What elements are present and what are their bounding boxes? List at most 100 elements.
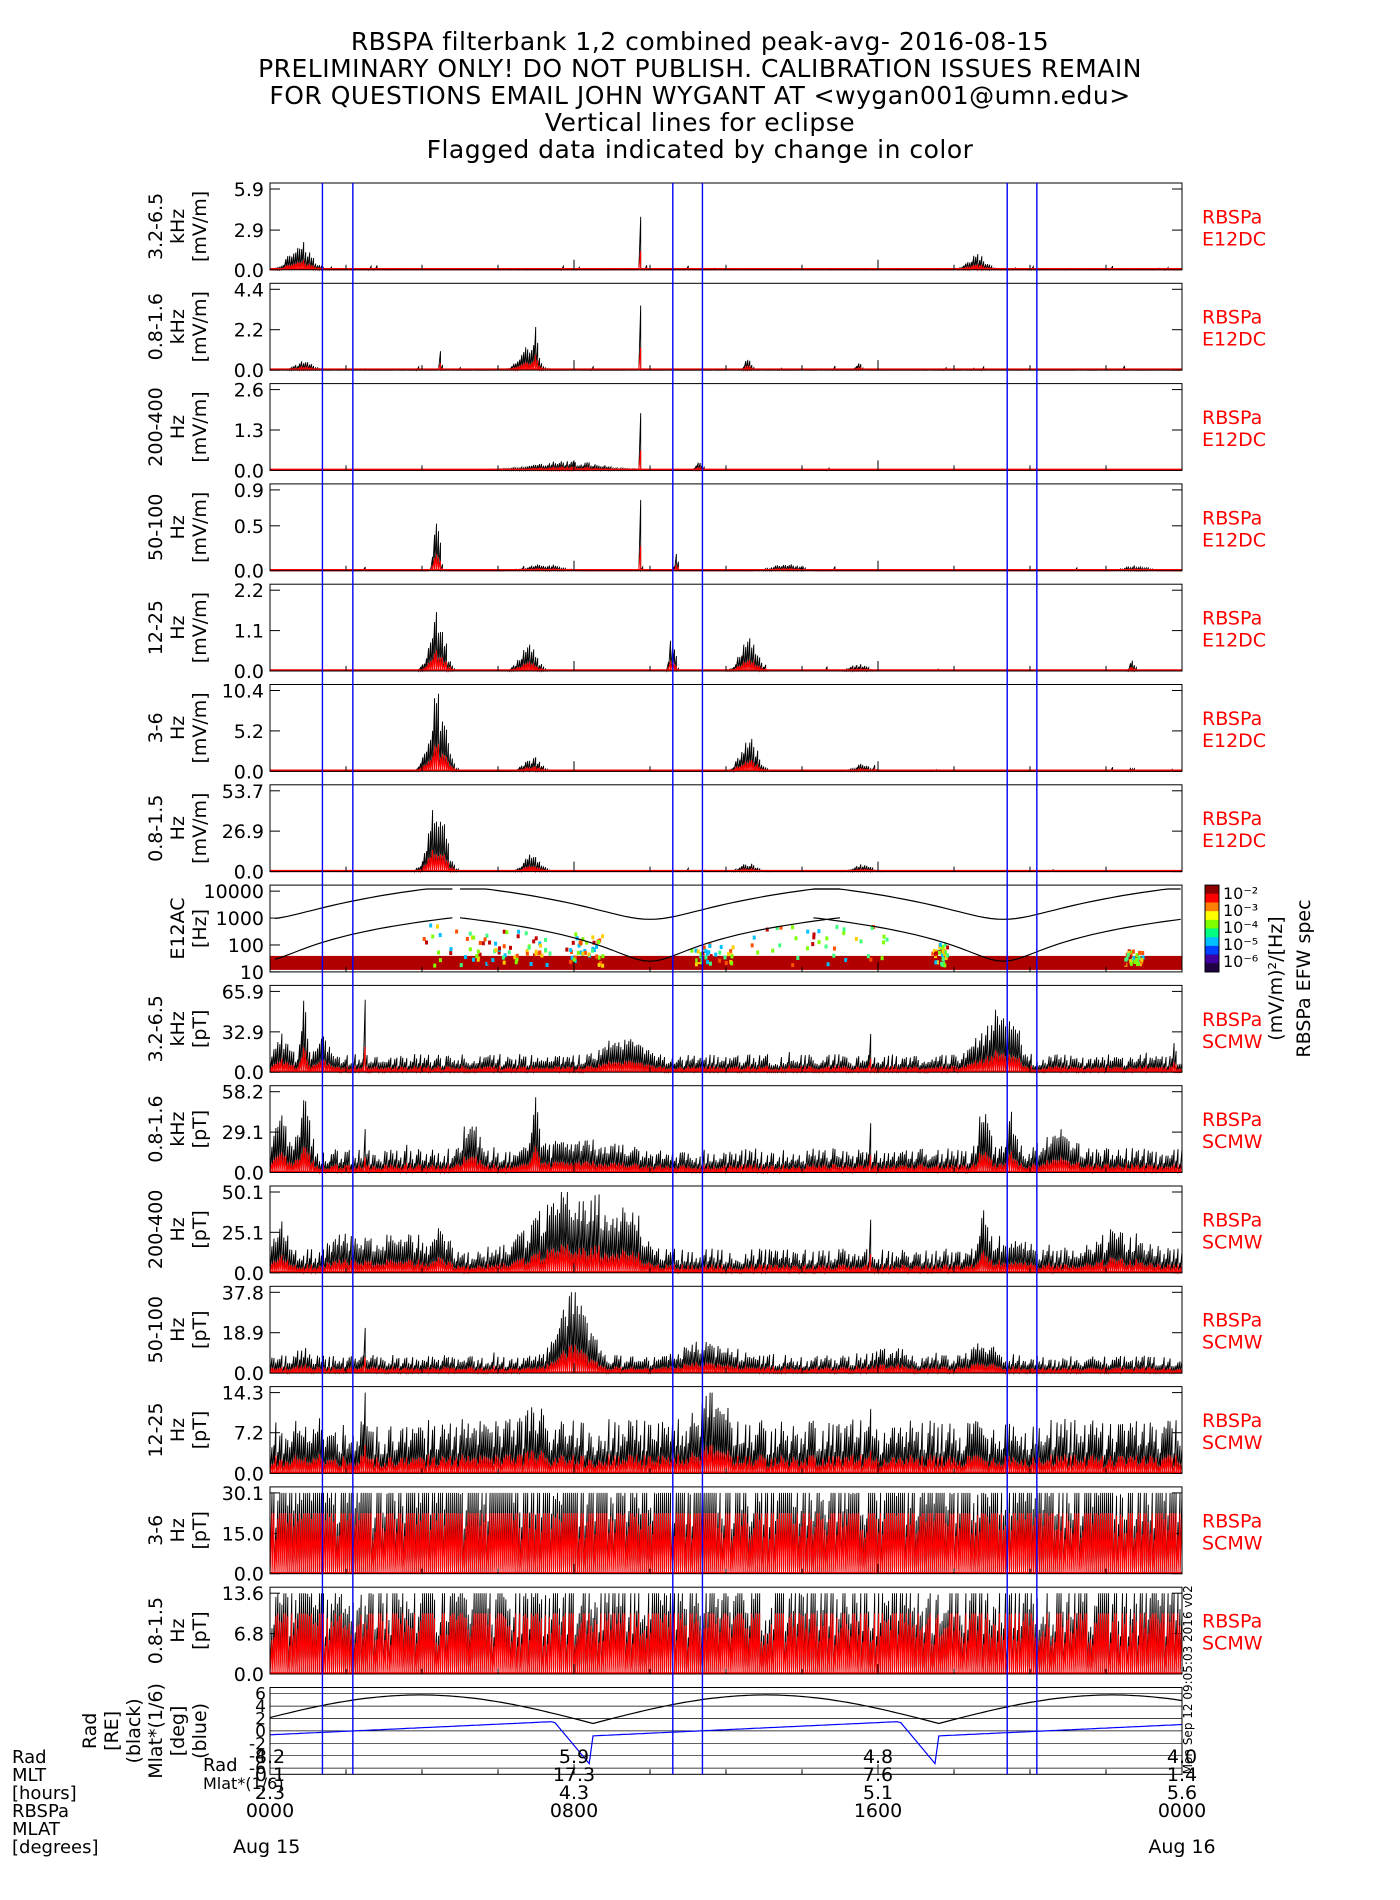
panel-ylabel: kHz [167,1111,189,1146]
spectrogram-pixel [425,940,429,945]
panel-ylabel: Hz [167,1518,189,1542]
spectrogram-pixel [844,958,848,963]
spectrogram-pixel [1141,963,1145,968]
spectrogram-pixel [581,937,585,942]
spectrogram-pixel [488,940,492,945]
spectrogram-pixel [494,948,498,953]
panel-3 [269,483,1183,573]
spectrogram-pixel [592,940,596,945]
spectrogram-pixel [483,937,487,942]
spectrogram-pixel [422,936,426,941]
spectrogram-pixel [532,939,536,944]
panel-ylabel: [pT] [189,1310,211,1349]
spectrogram-tick-label: 1000 [216,908,264,930]
spectrogram-pixel [468,931,472,936]
spectrogram-pixel [941,944,945,949]
colorbar-title: RBSPa EFW spec [1293,899,1315,1057]
spectrogram-pixel [503,953,507,958]
y-tick-label: 6.8 [234,1624,264,1646]
spectrogram-pixel [812,932,816,937]
x-axis-value: 5.6 [1167,1782,1197,1804]
panel-ylabel: Hz [167,615,189,639]
x-axis-value: Aug 16 [1148,1836,1215,1858]
spectrogram-pixel [825,936,829,941]
spectrogram-pixel [714,952,718,957]
average-trace [269,1513,1183,1574]
spectrogram-pixel [569,948,573,953]
spectrogram-pixel [730,961,734,966]
spectrogram-pixel [794,936,798,941]
gyrofrequency-curve [275,888,453,920]
x-axis-value: 5.1 [863,1782,893,1804]
spectrogram-pixel [946,945,950,950]
panel-ylabel: 0.8-1.5 [145,1597,167,1664]
instrument-tag: RBSPa [1202,1109,1262,1131]
instrument-tag: RBSPa [1202,1611,1262,1633]
instrument-tag: RBSPa [1202,206,1262,228]
spectrogram-pixel [449,951,453,956]
panel-ylabel: [mV/m] [189,592,211,663]
spectrogram-pixel [718,958,722,963]
y-tick-label: 25.1 [222,1222,264,1244]
spectrogram-pixel [940,962,944,967]
spectrogram-pixel [534,949,538,954]
spectrogram-pixel [779,925,783,930]
panel-ylabel: [mV/m] [189,692,211,763]
spectrogram-pixel [859,939,863,944]
spectrogram-pixel [931,951,935,956]
panel-frame [269,1486,1183,1575]
spectrogram-pixel [433,963,437,968]
spectrogram-pixel [509,945,513,950]
spectrogram-pixel [595,944,599,949]
spectrogram-pixel [824,944,828,949]
spectrogram-pixel [885,937,889,942]
y-tick-label: 0.0 [234,1263,264,1285]
y-tick-label: 2.2 [234,580,264,602]
colorbar-tick-label: 10⁻² [1223,884,1258,903]
instrument-tag: SCMW [1202,1332,1263,1354]
instrument-tag: RBSPa [1202,1009,1262,1031]
x-axis-row-label: MLAT [12,1819,61,1840]
spectrogram-pixel [944,956,948,961]
spectrogram-pixel [505,930,509,935]
colorbar-segment [1205,885,1219,895]
spectrogram-pixel [696,949,700,954]
y-tick-label: 7.2 [234,1423,264,1445]
spectrogram-pixel [534,951,538,956]
instrument-tag: RBSPa [1202,1510,1262,1532]
panel-9 [269,1085,1183,1175]
spectrogram-pixel [597,962,601,967]
spectrogram-pixel [501,955,505,960]
average-trace [269,1613,1183,1675]
spectrogram-pixel [941,949,945,954]
spectrogram-pixel [945,953,949,958]
spectrogram-pixel [497,950,501,955]
y-tick-label: 58.2 [222,1082,264,1104]
peak-trace [270,499,1182,573]
ephemeris-tick-label: 2 [255,1710,266,1730]
spectrogram-pixel [708,961,712,966]
panel-ylabel: (blue) [189,1703,211,1759]
spectrogram-pixel [459,963,463,968]
spectrogram-pixel [515,953,519,958]
colorbar-tick-label: 10⁻⁴ [1223,918,1258,937]
y-tick-label: 29.1 [222,1122,264,1144]
spectrogram-pixel [832,953,836,958]
spectrogram-pixel [723,955,727,960]
panel-ylabel: 0.8-1.6 [145,1095,167,1162]
panel-ylabel: [mV/m] [189,492,211,563]
y-tick-label: 50.1 [222,1182,264,1204]
spectrogram-pixel [935,960,939,965]
spectrogram-pixel [1127,950,1131,955]
spectrogram-pixel [468,947,472,952]
x-axis-value: 8.2 [255,1746,285,1768]
spectrogram-pixel [601,934,605,939]
spectrogram-pixel [534,936,538,941]
y-tick-label: 0.0 [234,460,264,482]
spectrogram-pixel [702,959,706,964]
colorbar-segment [1205,919,1219,929]
x-axis-row-label: RBSPa [12,1801,69,1822]
panel-1 [269,282,1183,373]
spectrogram-pixel [806,929,810,934]
spectrogram-pixel [702,945,706,950]
